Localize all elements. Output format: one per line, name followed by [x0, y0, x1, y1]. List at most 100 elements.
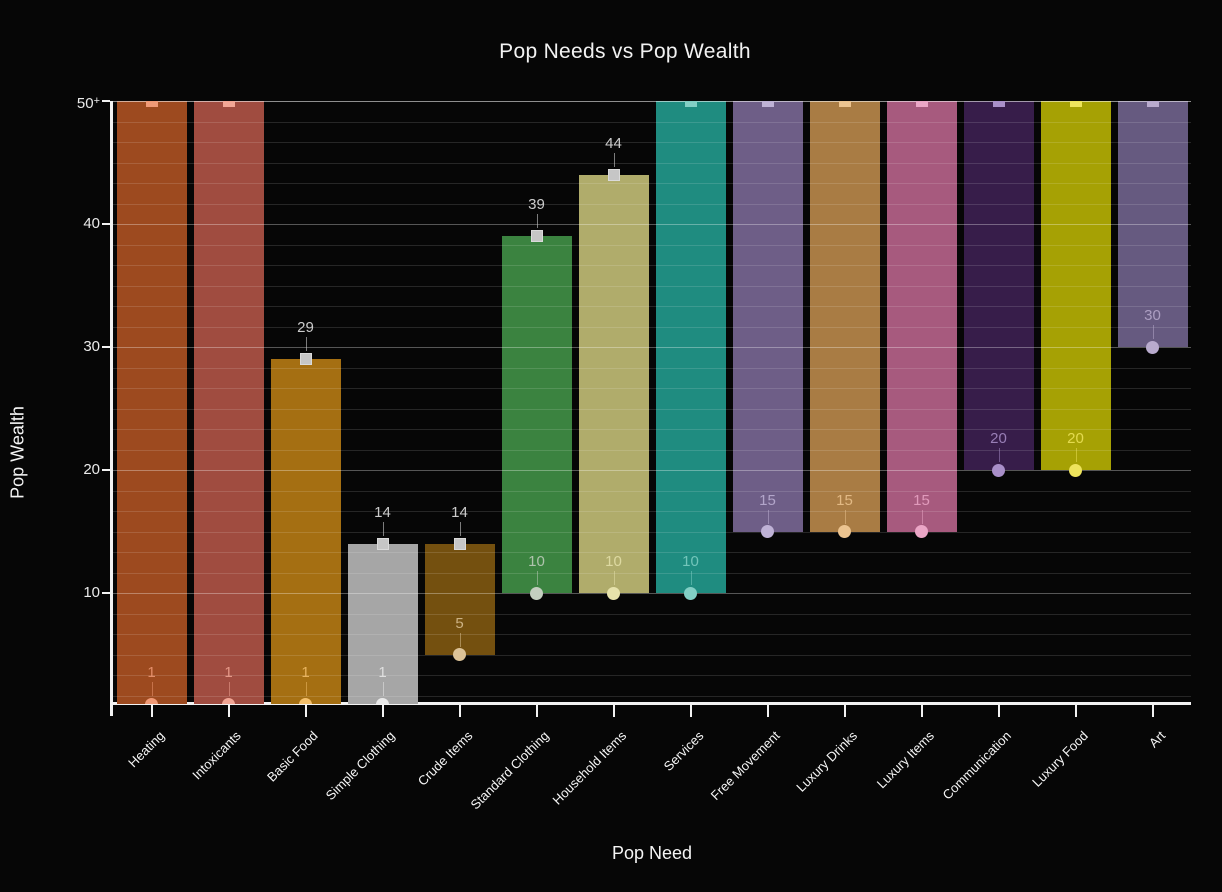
bar-simple-clothing — [347, 544, 418, 704]
y-tick — [102, 469, 110, 472]
low-marker-dot — [838, 525, 851, 539]
low-marker-connector — [767, 509, 769, 524]
low-marker-dot — [684, 586, 697, 600]
low-value-label: 10 — [605, 553, 622, 571]
bar-communication — [963, 101, 1034, 471]
x-category-label: Basic Food — [264, 728, 322, 785]
x-tick — [689, 705, 692, 717]
low-marker-dot — [1146, 340, 1159, 354]
low-marker-dot — [992, 463, 1005, 477]
x-category-label: Intoxicants — [189, 728, 245, 783]
x-category-label: Luxury Items — [873, 728, 938, 792]
grid-minor-line — [113, 572, 1191, 574]
bar-basic-food — [270, 359, 341, 704]
low-marker-connector — [536, 571, 538, 586]
x-category-label: Household Items — [549, 728, 630, 808]
low-marker-dot — [607, 586, 620, 600]
grid-major-line — [113, 101, 1191, 102]
low-marker-dot — [299, 697, 312, 704]
x-tick — [150, 705, 153, 717]
y-tick-label: 40 — [83, 215, 100, 233]
grid-minor-line — [113, 183, 1191, 184]
y-tick — [102, 223, 110, 226]
grid-minor-line — [113, 613, 1191, 615]
low-value-label: 10 — [528, 553, 545, 571]
low-value-label: 15 — [759, 491, 776, 509]
high-marker-capped — [684, 101, 697, 107]
bar-art — [1117, 101, 1188, 348]
y-tick — [102, 100, 110, 102]
low-marker-connector — [844, 509, 846, 524]
low-value-label: 20 — [990, 430, 1007, 448]
x-tick — [1074, 705, 1077, 717]
x-category-label: Standard Clothing — [467, 728, 553, 813]
grid-minor-line — [113, 634, 1191, 636]
high-value-label: 29 — [297, 319, 314, 337]
grid-minor-line — [113, 449, 1191, 451]
grid-minor-line — [113, 429, 1191, 431]
x-category-label: Crude Items — [414, 728, 476, 789]
low-marker-dot — [453, 648, 466, 662]
low-marker-connector — [1075, 448, 1077, 463]
bar-services — [655, 101, 726, 594]
grid-major-line — [113, 224, 1191, 226]
grid-minor-line — [113, 244, 1191, 246]
high-marker-capped — [145, 101, 158, 107]
x-tick — [997, 705, 1000, 717]
y-tick-label: 50+ — [76, 95, 100, 112]
high-value-label: 14 — [451, 504, 468, 522]
x-category-label: Services — [660, 728, 707, 774]
x-tick — [458, 705, 461, 717]
x-category-label: Heating — [124, 728, 168, 771]
bar-heating — [116, 101, 187, 704]
low-value-label: 1 — [147, 664, 156, 681]
high-value-label: 44 — [605, 134, 622, 152]
high-marker-square — [376, 538, 389, 551]
low-marker-connector — [459, 632, 461, 647]
grid-minor-line — [113, 675, 1191, 677]
low-value-label: 1 — [224, 664, 233, 681]
high-marker-connector — [305, 337, 307, 352]
low-marker-dot — [222, 697, 235, 704]
chart-title: Pop Needs vs Pop Wealth — [499, 40, 751, 63]
low-value-label: 30 — [1144, 307, 1161, 325]
low-value-label: 15 — [836, 491, 853, 509]
bar-free-movement — [732, 101, 803, 532]
low-marker-dot — [376, 697, 389, 704]
grid-minor-line — [113, 121, 1191, 123]
high-marker-capped — [1146, 101, 1159, 107]
grid-minor-line — [113, 162, 1191, 164]
x-category-label: Free Movement — [708, 728, 784, 803]
grid-minor-line — [113, 265, 1191, 267]
x-tick — [920, 705, 923, 717]
y-tick — [102, 592, 110, 595]
x-tick — [843, 705, 846, 717]
grid-major-line — [113, 593, 1191, 595]
x-category-label: Simple Clothing — [323, 728, 399, 803]
high-marker-capped — [992, 101, 1005, 107]
plot-area: 1 1 1 29 1 14 5 14 10 39 10 44 10 15 15 15 20 20 30 — [113, 101, 1191, 704]
high-marker-square — [453, 538, 466, 551]
grid-minor-line — [113, 306, 1191, 308]
y-tick — [102, 346, 110, 349]
x-tick — [381, 705, 384, 717]
x-category-label: Communication — [939, 728, 1015, 803]
grid-minor-line — [113, 511, 1191, 513]
high-marker-square — [607, 168, 620, 181]
low-marker-connector — [151, 682, 153, 696]
low-marker-dot — [530, 586, 543, 600]
high-marker-capped — [222, 101, 235, 107]
grid-minor-line — [113, 490, 1191, 492]
x-tick — [535, 705, 538, 717]
x-axis-title: Pop Need — [611, 843, 693, 863]
low-value-label: 1 — [301, 664, 310, 681]
high-value-label: 14 — [374, 504, 391, 522]
high-marker-capped — [838, 101, 851, 107]
low-marker-connector — [228, 682, 230, 696]
grid-minor-line — [113, 388, 1191, 390]
high-marker-square — [299, 353, 312, 366]
low-marker-connector — [613, 571, 615, 586]
low-value-label: 10 — [682, 553, 699, 571]
low-marker-dot — [761, 525, 774, 539]
